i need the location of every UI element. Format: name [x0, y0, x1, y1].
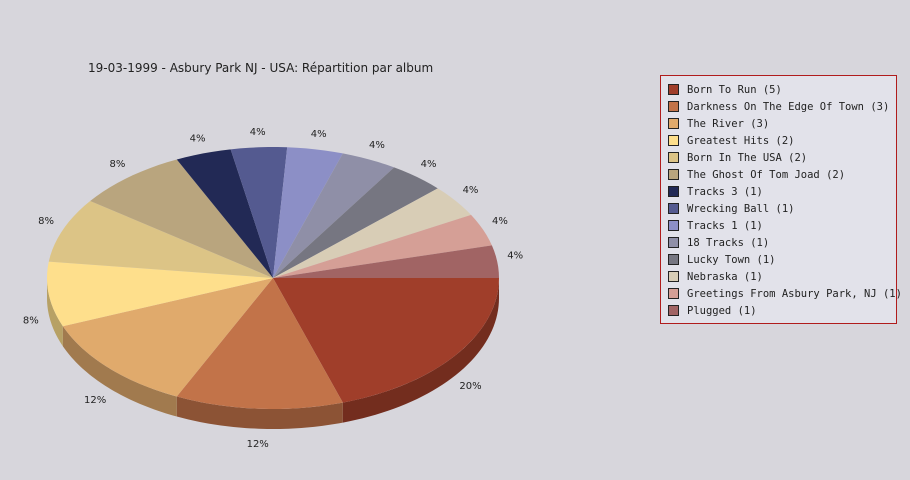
- slice-percent-label: 4%: [507, 250, 523, 261]
- legend-label: 18 Tracks (1): [687, 236, 770, 249]
- slice-percent-label: 12%: [84, 395, 106, 406]
- legend-swatch: [668, 288, 679, 299]
- legend-item: The Ghost Of Tom Joad (2): [668, 166, 896, 183]
- pie-slice: [273, 245, 499, 278]
- legend-label: Born In The USA (2): [687, 151, 808, 164]
- legend-swatch: [668, 186, 679, 197]
- legend-item: Tracks 1 (1): [668, 217, 896, 234]
- legend-swatch: [668, 152, 679, 163]
- legend-swatch: [668, 118, 679, 129]
- legend-label: Wrecking Ball (1): [687, 202, 795, 215]
- slice-percent-label: 4%: [311, 129, 327, 140]
- pie-sides: [47, 278, 499, 429]
- legend-label: Greatest Hits (2): [687, 134, 795, 147]
- legend-item: Greatest Hits (2): [668, 132, 896, 149]
- legend-swatch: [668, 203, 679, 214]
- legend-swatch: [668, 254, 679, 265]
- legend-item: Lucky Town (1): [668, 251, 896, 268]
- pie-top: [47, 147, 499, 409]
- pie-slice: [47, 261, 274, 327]
- pie-slice: [273, 153, 395, 278]
- legend-item: The River (3): [668, 115, 896, 132]
- legend-label: Born To Run (5): [687, 83, 782, 96]
- legend-swatch: [668, 84, 679, 95]
- slice-percent-label: 4%: [250, 127, 266, 138]
- legend-swatch: [668, 135, 679, 146]
- legend-item: Tracks 3 (1): [668, 183, 896, 200]
- pie-slice: [273, 188, 472, 278]
- slice-percent-label: 12%: [247, 439, 269, 450]
- legend-swatch: [668, 271, 679, 282]
- legend-item: 18 Tracks (1): [668, 234, 896, 251]
- pie-slice: [90, 159, 273, 278]
- slice-percent-label: 4%: [369, 140, 385, 151]
- slice-percent-label: 4%: [421, 159, 437, 170]
- legend-swatch: [668, 237, 679, 248]
- legend: Born To Run (5) Darkness On The Edge Of T…: [660, 75, 902, 324]
- legend-item: Darkness On The Edge Of Town (3): [668, 98, 896, 115]
- legend-item: Born To Run (5): [668, 81, 896, 98]
- pie-slice: [230, 147, 288, 278]
- pie-slice: [273, 147, 343, 278]
- slice-percent-label: 4%: [463, 185, 479, 196]
- legend-label: The River (3): [687, 117, 770, 130]
- legend-swatch: [668, 101, 679, 112]
- pie-labels: 20% 12% 12% 8% 8% 8% 4% 4% 4% 4% 4% 4% 4% 4%: [23, 127, 523, 450]
- legend-swatch: [668, 169, 679, 180]
- pie-slice-side: [47, 278, 63, 347]
- legend-label: Lucky Town (1): [687, 253, 776, 266]
- legend-label: Darkness On The Edge Of Town (3): [687, 100, 890, 113]
- legend-item: Wrecking Ball (1): [668, 200, 896, 217]
- legend-swatch: [668, 305, 679, 316]
- pie-slice-side: [62, 326, 177, 417]
- pie-slice: [48, 201, 273, 278]
- legend-label: Tracks 3 (1): [687, 185, 763, 198]
- legend-label: Greetings From Asbury Park, NJ (1): [687, 287, 902, 300]
- legend-item: Born In The USA (2): [668, 149, 896, 166]
- legend-item: Greetings From Asbury Park, NJ (1): [668, 285, 902, 302]
- pie-slice: [273, 214, 492, 278]
- pie-slice: [273, 167, 438, 278]
- legend-label: Plugged (1): [687, 304, 757, 317]
- slice-percent-label: 4%: [190, 133, 206, 144]
- legend-item: Plugged (1): [668, 302, 896, 319]
- legend-swatch: [668, 220, 679, 231]
- legend-label: Nebraska (1): [687, 270, 763, 283]
- pie-slice-side: [176, 396, 343, 429]
- slice-percent-label: 8%: [38, 216, 54, 227]
- slice-percent-label: 8%: [23, 316, 39, 327]
- slice-percent-label: 8%: [109, 159, 125, 170]
- chart-title: 19-03-1999 - Asbury Park NJ - USA: Répar…: [88, 61, 434, 75]
- pie-slice: [273, 278, 499, 403]
- legend-label: The Ghost Of Tom Joad (2): [687, 168, 846, 181]
- slice-percent-label: 4%: [492, 216, 508, 227]
- pie-slice: [176, 149, 273, 278]
- slice-percent-label: 20%: [459, 381, 481, 392]
- legend-item: Nebraska (1): [668, 268, 896, 285]
- pie-slice-side: [342, 278, 499, 423]
- pie-slice: [62, 278, 274, 397]
- pie-slice: [176, 278, 343, 409]
- legend-label: Tracks 1 (1): [687, 219, 763, 232]
